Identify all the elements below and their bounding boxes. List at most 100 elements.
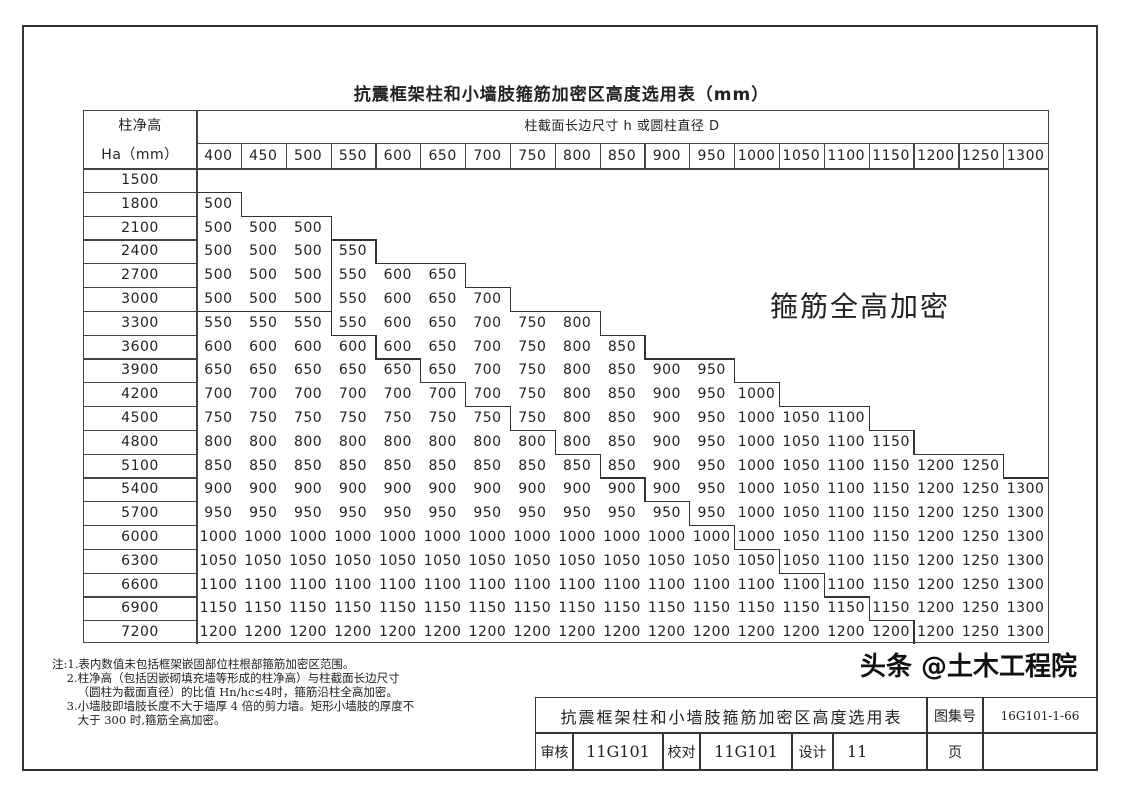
table-cell: 950	[607, 505, 637, 522]
table-cell: 1250	[961, 552, 1000, 569]
table-cell: 500	[293, 219, 323, 236]
row-divider	[84, 548, 196, 550]
table-cell: 1300	[1006, 505, 1045, 522]
row-divider	[84, 215, 196, 217]
table-cell: 1200	[423, 624, 462, 641]
row-header-ha: 1800	[121, 195, 159, 212]
row-header-ha: 2700	[121, 267, 159, 284]
column-header-divider	[465, 143, 467, 168]
table-cell: 750	[293, 410, 323, 426]
row-divider	[84, 453, 196, 455]
table-cell: 1200	[917, 600, 955, 617]
staircase-line	[420, 382, 466, 384]
table-cell: 850	[338, 457, 368, 474]
table-cell: 1150	[872, 433, 910, 450]
table-cell: 1150	[692, 600, 731, 617]
table-cell: 900	[473, 481, 502, 498]
table-cell: 900	[204, 481, 233, 498]
table-cell: 500	[293, 243, 323, 260]
table-cell: 800	[204, 433, 233, 450]
table-cell: 800	[563, 362, 592, 379]
table-cell: 1150	[244, 600, 283, 617]
row-header-ha: 3900	[121, 362, 159, 379]
table-cell: 1300	[1006, 481, 1045, 498]
table-cell: 1000	[737, 505, 776, 522]
row-divider	[84, 620, 196, 622]
column-header-divider	[1003, 143, 1005, 168]
table-cell: 650	[293, 362, 323, 379]
table-cell: 850	[607, 433, 637, 450]
table-cell: 1100	[827, 481, 866, 498]
row-header-ha: 3000	[121, 291, 159, 307]
table-cell: 500	[293, 291, 323, 307]
staircase-line	[868, 429, 914, 431]
table-cell: 1250	[961, 505, 1000, 522]
column-header: 600	[383, 147, 412, 164]
row-header-ha: 5400	[121, 481, 159, 498]
table-cell: 700	[473, 314, 502, 331]
table-cell: 1250	[961, 457, 1000, 474]
table-cell: 900	[652, 481, 681, 498]
table-cell: 1000	[737, 481, 776, 498]
table-cell: 850	[563, 457, 592, 474]
table-cell: 1200	[917, 481, 955, 498]
staircase-line	[778, 548, 781, 573]
table-cell: 950	[518, 505, 547, 522]
page-value	[982, 732, 1098, 771]
column-header: 450	[249, 147, 278, 164]
staircase-line	[196, 191, 241, 193]
table-cell: 500	[249, 291, 278, 307]
staircase-line	[734, 382, 779, 384]
table-cell: 800	[563, 386, 592, 403]
column-header-divider	[375, 143, 377, 168]
table-cell: 1000	[737, 433, 776, 450]
staircase-line	[420, 358, 422, 383]
table-cell: 700	[473, 386, 502, 403]
table-cell: 1150	[468, 600, 507, 617]
column-header-divider	[599, 143, 601, 168]
column-header: 1300	[1006, 147, 1045, 164]
table-cell: 1200	[737, 624, 776, 641]
row-divider	[84, 596, 196, 598]
table-cell: 550	[204, 314, 233, 331]
table-cell: 1000	[692, 529, 731, 545]
table-cell: 1200	[782, 624, 821, 641]
row-header-line1: 柱净高	[118, 118, 162, 134]
left-column-divider	[196, 111, 198, 644]
table-cell: 1150	[872, 481, 910, 498]
table-cell: 700	[293, 386, 323, 403]
table-cell: 550	[338, 314, 368, 331]
staircase-line	[734, 358, 736, 383]
staircase-line	[734, 548, 779, 550]
row-header-ha: 7200	[121, 624, 159, 641]
table-cell: 750	[518, 386, 547, 403]
table-cell: 1150	[872, 576, 910, 593]
table-cell: 1100	[378, 576, 417, 593]
table-cell: 1200	[917, 457, 955, 474]
table-cell: 500	[204, 219, 233, 236]
table-cell: 800	[563, 314, 592, 331]
table-cell: 1050	[603, 552, 641, 569]
staircase-line	[1003, 477, 1048, 479]
table-cell: 950	[697, 433, 726, 450]
table-cell: 1200	[199, 624, 238, 641]
column-header-divider	[913, 143, 915, 168]
table-cell: 850	[607, 338, 637, 355]
table-cell: 550	[338, 291, 368, 307]
table-cell: 1300	[1006, 600, 1045, 617]
row-header-ha: 2100	[121, 219, 159, 236]
table-cell: 1050	[289, 552, 327, 569]
table-cell: 850	[383, 457, 412, 474]
table-cell: 1150	[872, 505, 910, 522]
staircase-line	[285, 310, 331, 312]
table-cell: 750	[249, 410, 278, 426]
table-cell: 500	[249, 267, 278, 284]
table-cell: 900	[249, 481, 278, 498]
table-cell: 1150	[199, 600, 238, 617]
staircase-line	[778, 572, 824, 574]
staircase-line	[465, 287, 510, 289]
table-cell: 500	[293, 267, 323, 284]
table-cell: 1100	[827, 433, 866, 450]
column-header-divider	[868, 143, 870, 168]
table-cell: 700	[338, 386, 368, 403]
